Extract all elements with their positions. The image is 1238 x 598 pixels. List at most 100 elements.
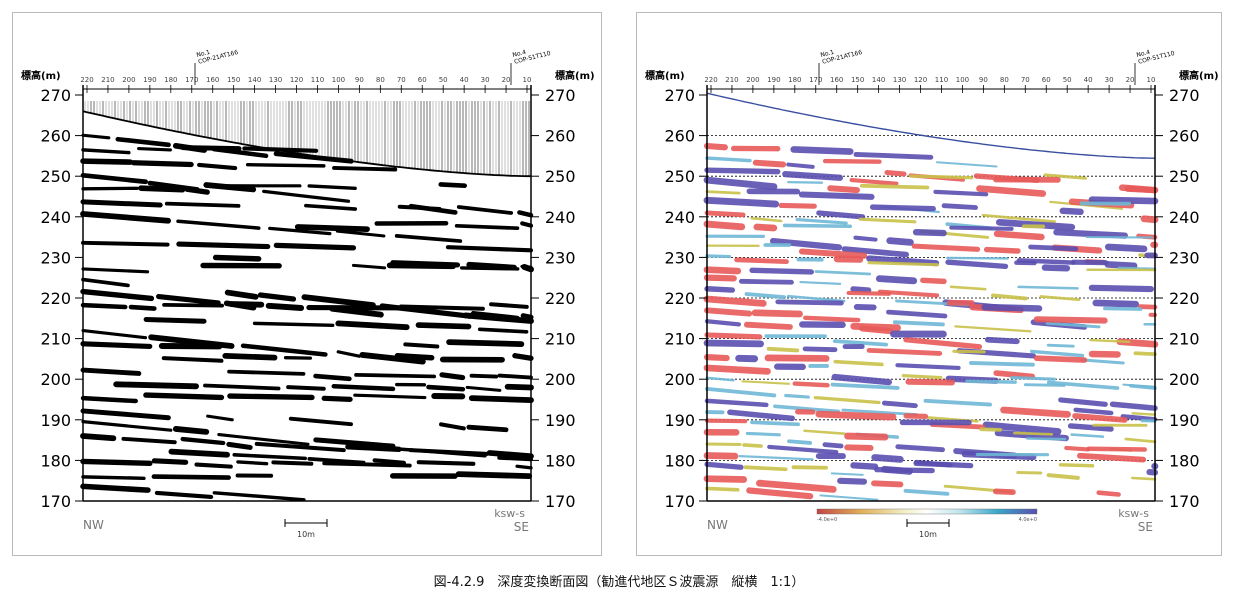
top-distance-label: 170 [185,76,198,84]
reflector-event [172,426,210,435]
top-distance-label: 90 [355,76,364,84]
top-distance-label: 180 [788,76,801,84]
reflector-event [976,185,1047,197]
reflector-event [1026,437,1067,441]
reflector-event [81,329,148,340]
reflector-event [764,354,830,362]
direction-right: SE [1138,520,1153,534]
reflector-event [983,246,1021,254]
reflector-event [703,220,746,231]
elevation-tick-right: 240 [545,208,576,227]
reflector-event [1046,380,1120,390]
top-distance-label: 220 [704,76,717,84]
direction-left: NW [83,518,104,532]
reflector-event [895,444,945,453]
elevation-tick-left: 200 [664,370,695,389]
reflector-event [892,320,945,327]
elevation-tick-right: 200 [1169,370,1200,389]
top-distance-label: 80 [1000,76,1009,84]
elev-label-left: 標高(m) [645,69,685,82]
reflector-event [1046,473,1080,480]
reflector-event [1033,316,1108,324]
reflector-event [965,379,1017,384]
reflector-event [1122,383,1157,388]
reflector-event [294,224,370,232]
elevation-tick-right: 270 [1169,86,1200,105]
elevation-tick-left: 230 [40,248,71,267]
reflector-event [1088,196,1159,205]
reflector-event [466,424,509,433]
reflector-event [1033,355,1088,363]
reflector-event [286,385,326,391]
reflector-event [884,169,907,177]
reflector-event [1000,406,1071,418]
reflector-event [143,392,225,401]
reflector-event [497,455,533,462]
reflector-event [769,237,843,251]
reflector-event [822,442,844,449]
reflector-event [782,170,844,181]
reflector-event [336,350,361,358]
reflector-event [332,165,398,172]
top-distance-label: 110 [311,76,324,84]
reflector-event [81,277,130,288]
reflector-event [217,433,310,446]
reflector-event [81,475,146,481]
reflector-event [353,393,427,400]
reflector-event [454,223,520,231]
reflector-event [80,395,138,404]
reflector-event [520,264,533,269]
reflector-event [1131,476,1157,481]
reflector-event [738,455,814,461]
reflector-event [703,354,730,362]
top-distance-label: 150 [851,76,864,84]
reflector-event [180,145,242,152]
reflector-event [394,353,435,361]
reflector-event [784,393,810,399]
reflector-event [138,185,186,193]
reflector-event [80,458,153,467]
reflector-event [803,315,861,323]
reflector-event [359,351,426,365]
reflector-event [130,160,194,168]
reflector-event [438,182,467,188]
reflector-event [850,322,901,332]
reflector-event [803,429,846,435]
reflector-event [1023,383,1066,387]
reflector-event [750,420,800,427]
reflector-event [753,223,778,232]
reflector-event [844,444,874,451]
reflector-event [841,408,918,416]
reflector-event [741,380,791,385]
seismic-color-section [703,92,1159,501]
top-distance-label: 180 [164,76,177,84]
colorbar [816,508,1038,515]
reflector-event [1124,185,1159,194]
reflector-event [704,332,763,340]
reflector-event [703,295,767,307]
wiggle-section-figure: 標高(m) 標高(m) 220 210 200 190 180 170 160 150 140 130… [21,49,595,539]
reflector-event [1059,207,1084,216]
elevation-tick-left: 230 [664,248,695,267]
reflector-event [354,373,437,379]
reflector-event [871,454,904,463]
reflector-event [1104,243,1148,253]
reflector-event [853,152,934,160]
reflector-event [226,441,253,450]
reflector-event [156,293,221,306]
reflector-event [1064,445,1091,452]
reflector-event [397,204,442,211]
reflector-event [113,381,199,390]
reflector-event [197,162,238,171]
elevation-tick-left: 190 [664,411,695,430]
top-distance-label: 100 [332,76,345,84]
reflector-event [822,158,882,164]
reflector-event [416,460,476,466]
reflector-event [982,421,1062,435]
top-distance-label: 200 [746,76,759,84]
reflector-event [704,286,736,293]
reflector-event [903,413,929,420]
reflector-event [704,307,753,317]
elev-label-right: 標高(m) [1179,69,1219,82]
reflector-event [886,237,914,246]
